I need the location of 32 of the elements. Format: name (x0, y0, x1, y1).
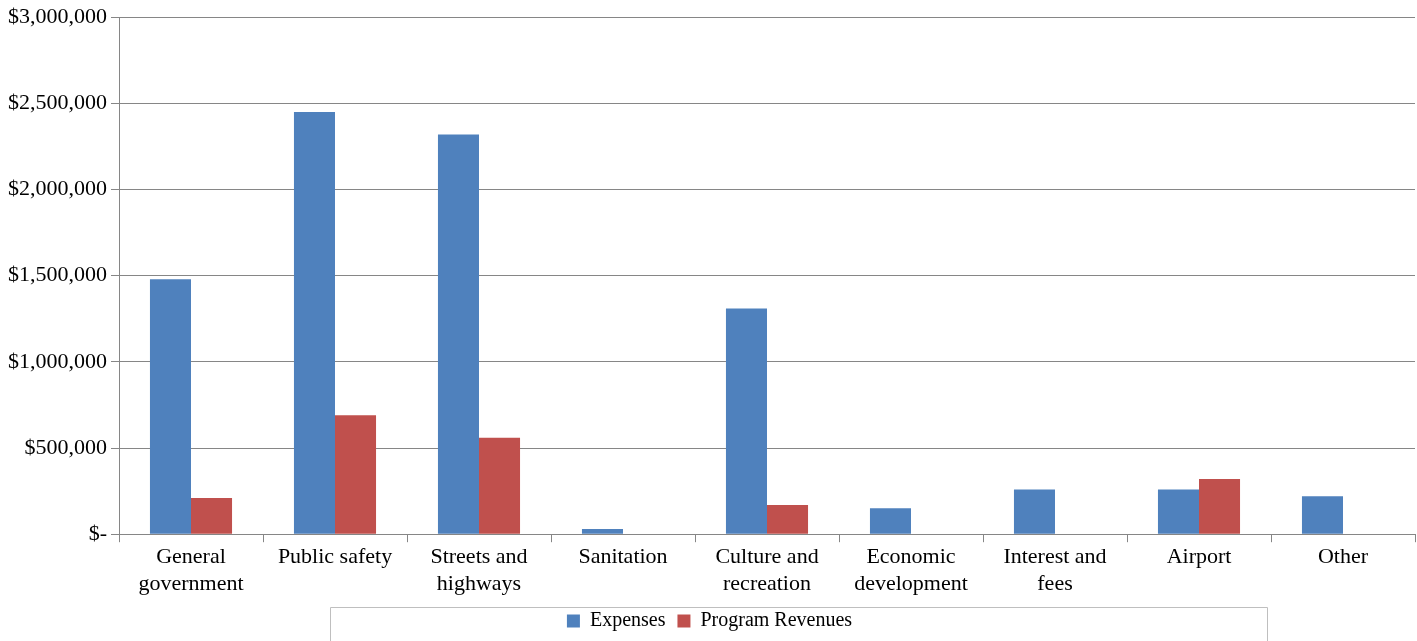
bar (581, 529, 623, 534)
x-tick-label: Interest and fees (1003, 543, 1107, 595)
bar (869, 508, 911, 534)
x-tick-label: Streets and highways (430, 543, 528, 595)
y-tick-label: $1,500,000 (8, 261, 107, 287)
y-tick-label: $500,000 (24, 433, 107, 459)
bar (1013, 489, 1055, 534)
bar (767, 504, 809, 534)
y-tick-label: $2,500,000 (8, 89, 107, 115)
y-tick-label: $3,000,000 (8, 2, 107, 28)
bar (1301, 496, 1343, 534)
x-tick-label: General government (138, 543, 244, 595)
bar (725, 308, 767, 534)
bar (1199, 479, 1241, 534)
x-tick-label: Public safety (277, 543, 393, 569)
x-tick-label: Other (1317, 543, 1369, 569)
x-tick-label: Airport (1166, 543, 1232, 569)
legend-label: Program Revenues (700, 608, 853, 632)
bar (335, 415, 377, 534)
y-tick-label: $- (88, 519, 107, 545)
bar (1157, 489, 1199, 534)
x-tick-label: Economic development (854, 543, 968, 595)
bar (191, 498, 233, 534)
bar (437, 134, 479, 534)
bar (479, 437, 521, 534)
legend-label: Expenses (589, 608, 666, 632)
y-tick-label: $2,000,000 (8, 175, 107, 201)
y-tick-label: $1,000,000 (8, 347, 107, 373)
x-tick-label: Culture and recreation (715, 543, 819, 595)
x-tick-label: Sanitation (578, 543, 668, 569)
bar (293, 111, 335, 534)
bar (149, 279, 191, 534)
